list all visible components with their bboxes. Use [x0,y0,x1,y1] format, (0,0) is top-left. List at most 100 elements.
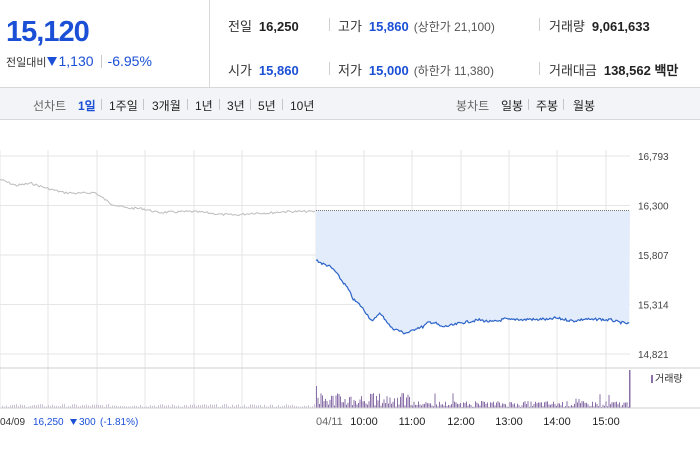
volume-bar [236,405,237,408]
volume-bar [599,394,601,408]
volume-bar [476,402,478,408]
volume-bar [358,402,359,408]
volume-bar [523,402,524,408]
volume-bar [246,406,247,408]
tab-5y[interactable]: 5년 [258,99,276,113]
volume-bar [286,404,287,408]
tab-daily-candle[interactable]: 일봉 [501,99,524,113]
x-tick-label: 14:00 [543,416,571,428]
volume-bar [392,401,394,408]
volume-bar [518,405,520,408]
volume-bar [76,404,77,408]
volume-bar [383,399,385,408]
volume-bar [130,406,131,408]
volume-bar [428,403,430,408]
volume-bar [323,401,325,408]
volume-bar [152,406,153,408]
volume-bar [341,402,343,408]
volume-bar [32,405,33,408]
tab-1y[interactable]: 1년 [195,99,213,113]
volume-bar [343,402,344,408]
volume-bar [280,406,281,408]
volume-bar [380,405,382,408]
volume-bar [262,406,263,408]
volume-bar [362,401,364,408]
volume-bar [232,404,233,408]
volume-bar [98,404,99,408]
change-label: 전일대비 [6,57,47,69]
volume-legend-swatch [651,375,653,383]
volume-bar [224,404,225,408]
volume-bar [176,406,177,408]
volume-bar [385,403,386,408]
tab-1w[interactable]: 1주일 [109,99,138,113]
today-price-fill [316,210,630,334]
tab-weekly-candle[interactable]: 주봉 [536,99,559,113]
volume-bar [485,403,487,408]
volume-bar [254,404,255,408]
volume-bar [421,405,422,408]
volume-bar [580,403,581,408]
volume-bar [623,402,625,408]
volume-bar [553,401,554,408]
volume-bar [60,406,61,408]
volume-bar [512,404,514,408]
volume-bar [166,405,167,408]
volume-bar [499,402,500,408]
volume-bar [256,405,257,408]
volume-bar [439,401,440,408]
volume-bar [156,406,157,408]
volume-bar [340,396,341,408]
volume-bar [586,402,587,408]
x-tick-label: 12:00 [447,416,475,428]
volume-bar [180,406,181,408]
tab-3m[interactable]: 3개월 [152,99,181,113]
divider [250,99,251,110]
stat-amount: 거래대금 138,562 백만 [549,60,678,79]
volume-bar [238,404,239,408]
volume-bar [206,404,207,408]
stat-sub: (상한가 21,100) [413,20,495,34]
intraday-price-chart[interactable]: 16,793 16,300 15,807 15,314 14,821 거래량 04/09… [0,120,700,450]
tab-10y[interactable]: 10년 [290,99,315,113]
volume-bar [12,404,13,408]
volume-bar [312,406,313,408]
volume-bar [290,405,291,408]
divider [539,18,540,31]
tab-1d[interactable]: 1일 [78,99,96,113]
volume-bar [359,399,361,408]
volume-bar [102,405,103,408]
volume-bar [268,406,269,408]
volume-bar [532,406,533,408]
tab-monthly-candle[interactable]: 월봉 [573,99,596,113]
volume-bar [442,404,443,408]
volume-bar [244,404,245,408]
stat-prev-close: 전일 16,250 [228,16,299,35]
volume-bar [90,406,91,408]
volume-bar [338,393,340,408]
volume-bar [258,405,259,408]
volume-bar [368,401,370,408]
volume-bar [364,401,365,408]
volume-bar [202,404,203,408]
volume-bar [400,396,401,408]
volume-bar [446,406,448,408]
stat-label: 거래량 [549,19,585,34]
volume-bar [494,405,496,408]
volume-bar [539,402,541,408]
volume-bar [68,406,69,408]
volume-bar [96,404,97,408]
y-tick-label: 15,807 [638,251,669,262]
volume-bar [451,404,452,408]
tab-3y[interactable]: 3년 [227,99,245,113]
volume-bar [440,404,442,408]
volume-bar [64,404,65,408]
volume-bar [608,394,610,408]
volume-bar [581,401,583,408]
volume-bar [216,404,217,408]
divider [100,55,102,68]
volume-bar [58,406,59,408]
volume-bar [455,402,457,408]
volume-bar [424,403,425,408]
volume-bar [174,405,175,408]
